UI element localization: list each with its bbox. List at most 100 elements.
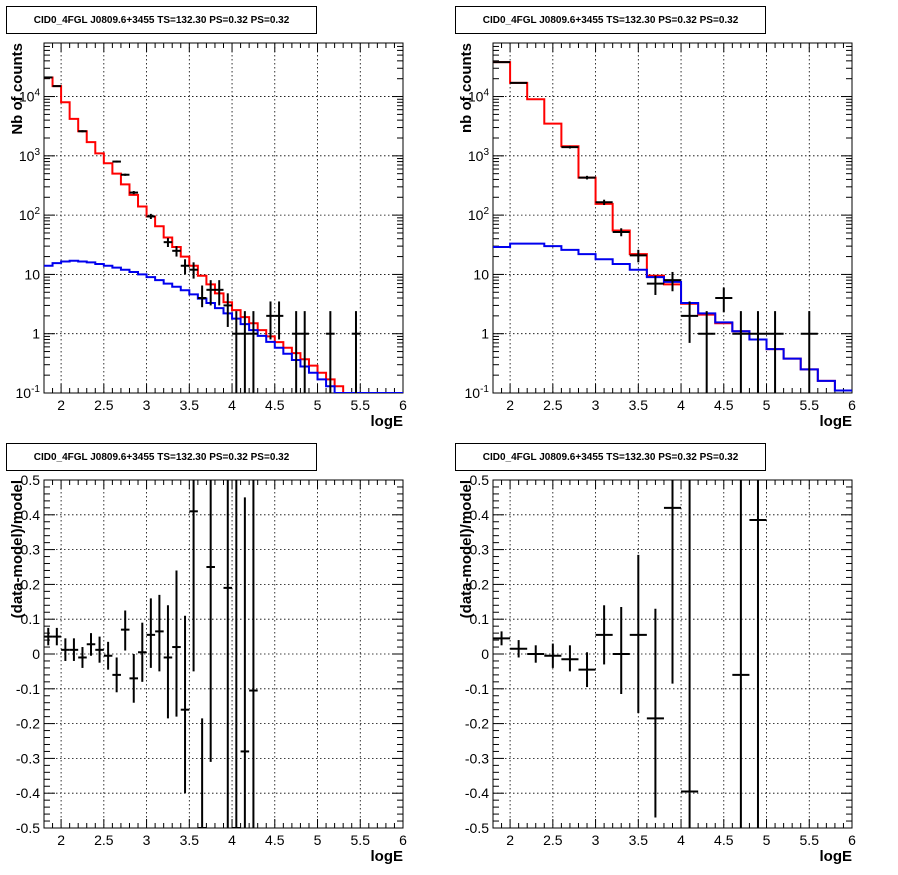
data-point <box>180 259 190 275</box>
y-tick-label: 0.3 <box>21 542 41 558</box>
data-point <box>52 85 62 88</box>
data-point <box>44 627 53 646</box>
chart-top-left: 2 2.5 3 3.5 4 4.5 5 5.5 6 10-1 1 10 102 103 104 logE Nb … <box>9 42 407 430</box>
model-background-line <box>44 259 403 393</box>
data-point <box>129 191 139 195</box>
data-point <box>95 636 104 663</box>
x-tick-label: 6 <box>848 832 856 848</box>
x-tick-label: 3.5 <box>180 832 200 848</box>
y-axis: 10-1 1 10 102 103 104 <box>465 42 852 401</box>
data-point <box>274 301 284 340</box>
data-point <box>163 605 173 719</box>
data-point <box>112 160 121 163</box>
plot-frame <box>43 42 404 394</box>
y-tick-label: -0.3 <box>465 750 489 766</box>
pad-bottom-right: CID0_4FGL J0809.6+3455 TS=132.30 PS=0.32… <box>449 437 898 875</box>
y-tick-label: 102 <box>19 206 41 223</box>
chart-top-right: 2 2.5 3 3.5 4 4.5 5 5.5 6 10-1 1 10 102 103 104 logE nb … <box>458 42 856 430</box>
x-tick-label: 2.5 <box>94 832 114 848</box>
data-point <box>120 610 130 651</box>
data-point <box>715 287 733 313</box>
data-point <box>112 657 121 693</box>
x-tick-label: 3.5 <box>629 397 649 413</box>
x-tick-label: 4 <box>677 397 685 413</box>
plot-frame <box>492 42 853 394</box>
x-tick-label: 2 <box>506 397 514 413</box>
y-axis-label: (data-model)/model <box>458 480 475 618</box>
data-point <box>561 645 579 672</box>
data-point <box>197 718 207 828</box>
x-tick-label: 5 <box>763 397 771 413</box>
data-point <box>163 238 173 248</box>
y-axis-label: nb of counts <box>458 43 475 133</box>
model-total-line <box>44 76 403 393</box>
data-point <box>646 608 664 818</box>
x-tick-label: 3 <box>592 832 600 848</box>
y-tick-label: 0.5 <box>21 472 41 488</box>
data-point <box>527 645 545 663</box>
y-tick-label: -0.1 <box>465 681 489 697</box>
data-point <box>732 480 750 828</box>
y-tick-label: -0.4 <box>16 785 40 801</box>
data-point <box>44 76 53 79</box>
data-point <box>326 311 335 393</box>
data-point <box>612 607 630 695</box>
data-point <box>595 605 613 665</box>
y-tick-label: 0.2 <box>21 576 41 592</box>
y-tick-label: -0.2 <box>16 716 40 732</box>
data-point <box>86 633 96 656</box>
data-point <box>129 654 139 703</box>
data-point <box>510 640 528 658</box>
x-tick-label: 4 <box>228 832 236 848</box>
x-tick-label: 5 <box>314 832 322 848</box>
x-axis: 2 2.5 3 3.5 4 4.5 5 5.5 6 <box>43 480 407 848</box>
y-tick-label: 102 <box>468 206 490 223</box>
y-tick-label: 0 <box>481 646 489 662</box>
data-point <box>612 228 630 237</box>
data-point <box>249 311 258 393</box>
y-tick-label: 103 <box>468 147 490 164</box>
y-axis-label: (data-model)/model <box>9 480 26 618</box>
data-point <box>223 480 233 828</box>
x-tick-label: 2.5 <box>543 832 563 848</box>
x-axis: 2 2.5 3 3.5 4 4.5 5 5.5 6 <box>492 43 856 413</box>
data-point <box>120 173 130 176</box>
y-tick-label: 0.5 <box>470 472 490 488</box>
plot-area <box>493 480 767 828</box>
data-point <box>189 262 198 279</box>
data-point <box>681 301 699 343</box>
data-point <box>197 285 207 308</box>
x-tick-label: 5.5 <box>351 397 371 413</box>
x-tick-label: 6 <box>399 397 407 413</box>
x-tick-label: 3 <box>143 397 151 413</box>
data-point <box>595 199 613 206</box>
y-tick-label: 0.4 <box>21 507 41 523</box>
plot-title: CID0_4FGL J0809.6+3455 TS=132.30 PS=0.32… <box>6 443 317 471</box>
chart-bottom-left: 2 2.5 3 3.5 4 4.5 5 5.5 6 -0.5 -0.4 -0.3 -0.2 -0.1 0 0.… <box>9 472 407 865</box>
plot-title: CID0_4FGL J0809.6+3455 TS=132.30 PS=0.32… <box>6 6 317 34</box>
x-tick-label: 2 <box>57 397 65 413</box>
x-axis: 2 2.5 3 3.5 4 4.5 5 5.5 6 <box>43 43 407 413</box>
y-tick-label: 10-1 <box>16 384 41 401</box>
y-tick-label: 0.4 <box>470 507 490 523</box>
data-point <box>300 311 309 393</box>
x-tick-label: 3.5 <box>180 397 200 413</box>
x-tick-label: 2 <box>57 832 65 848</box>
data-point <box>232 480 241 828</box>
pad-top-right: CID0_4FGL J0809.6+3455 TS=132.30 PS=0.32… <box>449 0 898 437</box>
data-point <box>629 249 647 263</box>
plot-title: CID0_4FGL J0809.6+3455 TS=132.30 PS=0.32… <box>455 6 766 34</box>
x-tick-label: 3.5 <box>629 832 649 848</box>
y-tick-label: -0.5 <box>16 820 40 836</box>
data-point <box>138 622 147 682</box>
data-point <box>214 280 224 306</box>
pad-bottom-left: CID0_4FGL J0809.6+3455 TS=132.30 PS=0.32… <box>0 437 449 875</box>
x-tick-label: 5.5 <box>351 832 371 848</box>
x-tick-label: 5 <box>763 832 771 848</box>
plot-title: CID0_4FGL J0809.6+3455 TS=132.30 PS=0.32… <box>455 443 766 471</box>
data-point <box>351 311 361 393</box>
model-background-line <box>493 242 852 392</box>
grid <box>44 480 403 828</box>
x-tick-label: 4.5 <box>265 832 285 848</box>
x-tick-label: 6 <box>399 832 407 848</box>
